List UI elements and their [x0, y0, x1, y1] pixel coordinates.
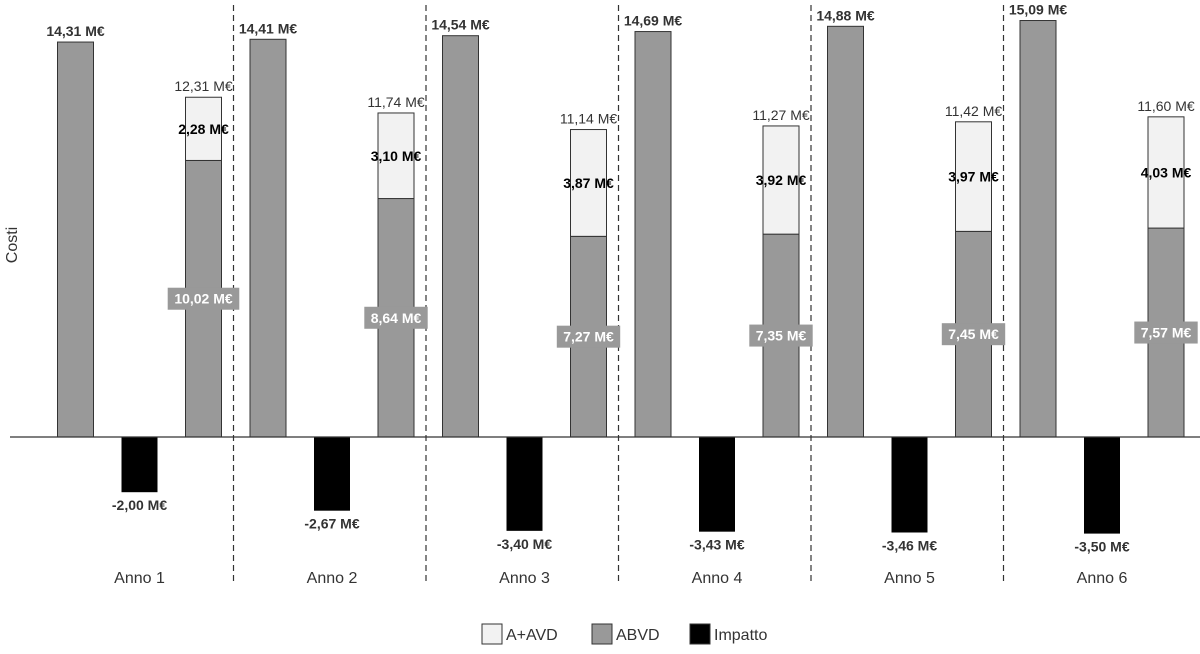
label-abvd-box: [167, 287, 240, 310]
legend-label: Impatto: [714, 627, 767, 644]
legend-swatch: [591, 623, 613, 645]
legend-label: A+AVD: [506, 627, 558, 644]
label-baseline: 14,69 M€: [624, 13, 683, 29]
label-aavd: 3,10 M€: [371, 148, 422, 164]
bar-impatto: [699, 437, 735, 532]
label-impatto: -2,67 M€: [304, 516, 359, 532]
x-tick-label: Anno 4: [692, 570, 743, 587]
bar-impatto: [121, 437, 158, 493]
bar-aavd: [185, 96, 222, 161]
bar-baseline: [249, 38, 287, 438]
label-abvd-box: [941, 323, 1006, 346]
bar-baseline: [1019, 20, 1057, 438]
bar-impatto: [1084, 437, 1120, 534]
label-aavd: 3,97 M€: [948, 169, 999, 185]
label-abvd: 7,57 M€: [1134, 321, 1198, 344]
label-aavd: 4,03 M€: [1141, 164, 1192, 180]
label-abvd: 7,45 M€: [941, 323, 1006, 346]
label-stack-total: 11,60 M€: [1137, 98, 1195, 114]
legend-item: ABVD: [591, 623, 660, 645]
label-abvd: 7,27 M€: [556, 325, 621, 348]
legend-item: A+AVD: [481, 623, 558, 645]
legend-swatch: [481, 623, 503, 645]
label-impatto: -3,46 M€: [882, 537, 937, 553]
x-tick-label: Anno 5: [884, 570, 935, 587]
legend-label: ABVD: [616, 627, 660, 644]
y-axis-label: Costi: [4, 227, 21, 263]
data-labels-layer: 14,31 M€ -2,00 M€ 12,31 M€ 2,28 M€ 10,02 M€ 1…: [46, 2, 1198, 555]
label-impatto: -2,00 M€: [112, 497, 167, 513]
bar-impatto: [891, 437, 928, 533]
label-abvd-text: 8,64 M€: [371, 310, 422, 326]
legend-swatch: [689, 623, 711, 645]
label-baseline: 14,41 M€: [239, 20, 298, 36]
label-stack-total: 11,74 M€: [367, 94, 425, 110]
bar-baseline: [634, 31, 672, 438]
label-aavd: 2,28 M€: [178, 121, 229, 137]
label-aavd: 3,87 M€: [563, 175, 614, 191]
bar-baseline: [827, 25, 864, 438]
label-stack-total: 11,27 M€: [752, 107, 810, 123]
label-impatto: -3,40 M€: [497, 536, 552, 552]
bar-aavd: [955, 121, 992, 232]
bar-baseline: [57, 41, 94, 438]
x-tick-label: Anno 6: [1077, 570, 1128, 587]
label-abvd-box: [749, 324, 813, 347]
label-aavd: 3,92 M€: [756, 172, 807, 188]
label-baseline: 15,09 M€: [1009, 2, 1068, 18]
x-tick-label: Anno 2: [307, 570, 358, 587]
x-axis-tick-labels: Anno 1 Anno 2 Anno 3 Anno 4 Anno 5 Anno 6: [114, 570, 1127, 587]
label-abvd-text: 10,02 M€: [174, 291, 233, 307]
x-tick-label: Anno 1: [114, 570, 165, 587]
bar-aavd: [570, 129, 607, 237]
bar-impatto: [506, 437, 543, 531]
label-abvd-text: 7,35 M€: [756, 328, 807, 344]
bar-baseline: [442, 35, 479, 438]
bar-impatto: [314, 437, 350, 511]
label-abvd-text: 7,57 M€: [1141, 325, 1192, 341]
label-abvd-text: 7,45 M€: [948, 326, 999, 342]
bar-aavd: [762, 125, 800, 235]
legend-item: Impatto: [689, 623, 767, 645]
bar-aavd: [1147, 116, 1185, 229]
label-baseline: 14,88 M€: [816, 7, 875, 23]
bars-layer: [57, 20, 1185, 534]
label-abvd: 10,02 M€: [167, 287, 240, 310]
label-abvd-box: [556, 325, 621, 348]
label-stack-total: 11,42 M€: [945, 103, 1003, 119]
legend: A+AVD ABVD Impatto: [481, 623, 767, 645]
label-impatto: -3,50 M€: [1074, 539, 1129, 555]
bar-aavd: [377, 112, 415, 200]
label-abvd-box: [364, 306, 428, 329]
label-baseline: 14,31 M€: [46, 23, 105, 39]
label-abvd: 7,35 M€: [749, 324, 813, 347]
label-impatto: -3,43 M€: [689, 537, 744, 553]
category-dividers: [232, 5, 1005, 583]
label-stack-total: 11,14 M€: [560, 111, 618, 127]
label-abvd: 8,64 M€: [364, 306, 428, 329]
label-baseline: 14,54 M€: [431, 17, 490, 33]
label-abvd-box: [1134, 321, 1198, 344]
label-stack-total: 12,31 M€: [174, 78, 233, 94]
label-abvd-text: 7,27 M€: [563, 329, 614, 345]
x-tick-label: Anno 3: [499, 570, 550, 587]
